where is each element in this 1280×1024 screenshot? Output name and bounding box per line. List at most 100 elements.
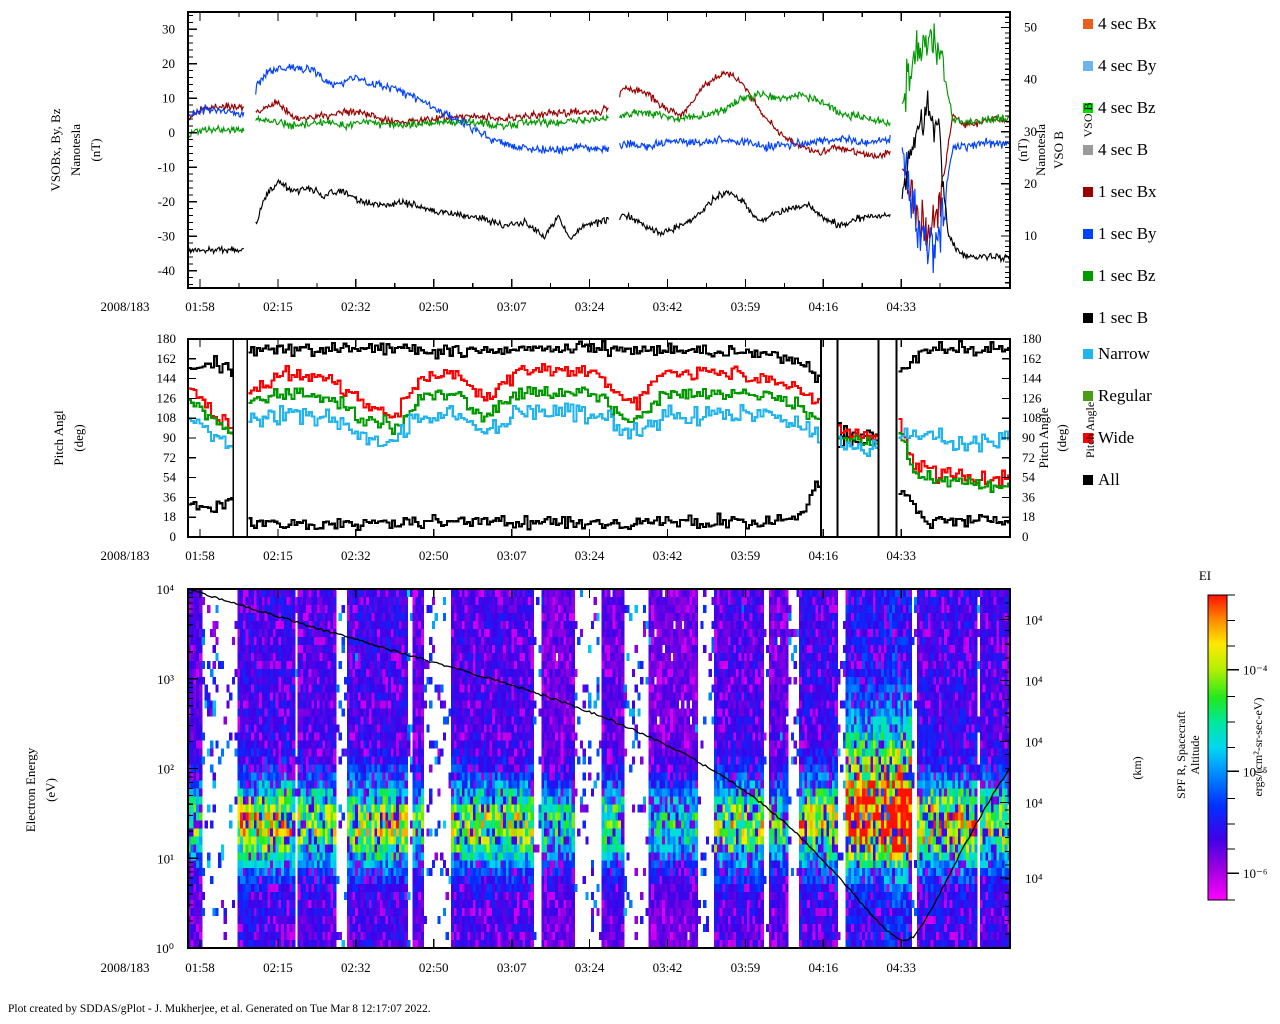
legend-item[interactable]: 1 sec By	[1083, 224, 1157, 243]
panel3-xtick-label: 03:42	[653, 960, 683, 975]
panel1-ylabel-left-1: VSOBx, By, Bz	[48, 108, 63, 191]
panel3-x-tick-labels: 01:58 02:15 02:32 02:50 03:07 03:24 03:42 03:59…	[185, 960, 916, 975]
panel2-ylabel-right-2: (deg)	[1054, 424, 1069, 451]
legend-label: 1 sec By	[1098, 224, 1157, 243]
panel1-xtick-label: 01:58	[185, 299, 215, 314]
legend-swatch	[1083, 313, 1093, 323]
panel2-xtick-label: 03:42	[653, 548, 683, 563]
panel2-ytick-label-right: 36	[1022, 489, 1036, 504]
panel3-xtick-label: 03:07	[497, 960, 527, 975]
panel1-ytick-label: 20	[162, 56, 175, 71]
panel1-date-label: 2008/183	[100, 299, 149, 314]
legend-swatch	[1083, 61, 1093, 71]
panel1-xtick-label: 04:16	[809, 299, 839, 314]
panel3-ylabel-1: Electron Energy	[23, 747, 38, 832]
panel1-xtick-label: 04:33	[886, 299, 916, 314]
panel1-frame	[187, 11, 1011, 289]
panel2-xtick-label: 02:15	[263, 548, 293, 563]
panel3-xtick-label: 01:58	[185, 960, 215, 975]
panel3-xtick-label: 04:33	[886, 960, 916, 975]
panel3-y-tick-labels-right: 10⁴ 10⁴ 10⁴ 10⁴ 10⁴	[1025, 613, 1043, 886]
panel-magnetic-field: 30 20 10 0 -10 -20 -30 -40 50 40 30 20 10 01:58 02:1…	[48, 11, 1066, 314]
panel2-ylabel-left-1: Pitch Angl	[51, 410, 66, 466]
legend-item[interactable]: Regular	[1083, 386, 1152, 405]
legend-swatch	[1083, 103, 1093, 113]
legend-swatch	[1083, 475, 1093, 485]
panel2-xtick-label: 04:33	[886, 548, 916, 563]
panel1-ytick-label-right: 40	[1024, 72, 1037, 87]
panel3-ticks	[188, 588, 1010, 949]
panel1-ytick-label-right: 30	[1024, 124, 1037, 139]
panel3-xtick-label: 02:15	[263, 960, 293, 975]
panel2-ytick-label-right: 18	[1022, 509, 1035, 524]
legend-swatch	[1083, 229, 1093, 239]
panel2-ytick-label: 108	[157, 410, 177, 425]
panel1-ylabel-right-1: VSO B	[1051, 131, 1066, 169]
panel2-x-tick-labels: 01:58 02:15 02:32 02:50 03:07 03:24 03:42 03:59…	[185, 548, 916, 563]
panel1-traces	[188, 23, 1010, 274]
colorbar-tick-label: 10⁻⁵	[1243, 764, 1267, 779]
panel1-ylabel-right-2: Nanotesla	[1033, 124, 1048, 176]
panel1-ytick-label: -30	[158, 228, 175, 243]
panel1-ytick-label-right: 10	[1024, 228, 1037, 243]
panel3-xtick-label: 02:50	[419, 960, 449, 975]
panel1-ytick-label: 30	[162, 21, 175, 36]
legend-item[interactable]: 1 sec Bx	[1083, 182, 1157, 201]
legend-item[interactable]: 4 sec Bx	[1083, 14, 1157, 33]
colorbar-tick-label: 10⁻⁴	[1243, 663, 1268, 678]
panel2-ytick-label: 0	[170, 529, 177, 544]
footer-text: Plot created by SDDAS/gPlot - J. Mukherj…	[8, 1003, 431, 1015]
panel2-ytick-label-right: 90	[1022, 430, 1035, 445]
panel3-ytick-label: 10⁰	[156, 941, 174, 956]
panel1-ytick-label: 0	[169, 125, 176, 140]
panel2-ytick-label: 90	[163, 430, 176, 445]
panel1-ytick-label: 10	[162, 90, 175, 105]
panel1-xtick-label: 03:07	[497, 299, 527, 314]
panel2-ytick-label: 126	[157, 390, 177, 405]
panel2-ytick-label: 144	[157, 371, 177, 386]
panel2-date-label: 2008/183	[100, 548, 149, 563]
panel2-xtick-label: 03:24	[575, 548, 605, 563]
legend-item[interactable]: Narrow	[1083, 344, 1151, 363]
legend-label: Wide	[1098, 428, 1134, 447]
colorbar-gradient	[1208, 595, 1227, 900]
panel1-xtick-label: 02:50	[419, 299, 449, 314]
panel2-xtick-label: 04:16	[809, 548, 839, 563]
altitude-overlay	[188, 589, 1010, 942]
panel1-y-tick-labels-left: 30 20 10 0 -10 -20 -30 -40	[158, 21, 175, 278]
legend-label: 4 sec By	[1098, 56, 1157, 75]
panel2-xtick-label: 02:32	[341, 548, 371, 563]
panel1-xtick-label: 02:32	[341, 299, 371, 314]
panel2-xtick-label: 03:59	[731, 548, 761, 563]
panel2-ytick-label-right: 144	[1022, 371, 1042, 386]
panel2-ytick-label-right: 0	[1022, 529, 1029, 544]
legend-swatch	[1083, 145, 1093, 155]
colorbar-unit-label: ergs/(cm²-sr-sec-eV)	[1251, 697, 1265, 796]
panel3-ytick-label: 10²	[157, 762, 174, 777]
panel2-ytick-label: 162	[157, 351, 177, 366]
panel3-ytick-label-right: 10⁴	[1025, 613, 1043, 628]
panel2-ylabel-left-2: (deg)	[71, 424, 86, 451]
legend-label: All	[1098, 470, 1120, 489]
panel2-ylabel-right-1: Pitch Angle	[1036, 407, 1051, 468]
legend-item[interactable]: 4 sec By	[1083, 56, 1157, 75]
legend-item[interactable]: 1 sec Bz	[1083, 266, 1156, 285]
colorbar-side-label-2: Altitude	[1188, 735, 1202, 774]
panel1-ylabel-left-3: (nT)	[88, 138, 103, 161]
legend-item[interactable]: 1 sec B	[1083, 308, 1148, 327]
panel1-ytick-label: -10	[158, 159, 175, 174]
legend-item[interactable]: All	[1083, 470, 1120, 489]
legend-swatch	[1083, 19, 1093, 29]
panel2-xtick-label: 01:58	[185, 548, 215, 563]
legend-label: 1 sec Bx	[1098, 182, 1157, 201]
legend-item[interactable]: 4 sec B	[1083, 140, 1148, 159]
panel2-ytick-label: 36	[163, 489, 177, 504]
legend-item[interactable]: 4 sec Bz	[1083, 98, 1156, 117]
legend-label: 4 sec B	[1098, 140, 1148, 159]
legend-item[interactable]: Wide	[1083, 428, 1134, 447]
panel3-xtick-label: 04:16	[809, 960, 839, 975]
legend-swatch	[1083, 187, 1093, 197]
panel2-ticks	[188, 338, 1010, 538]
